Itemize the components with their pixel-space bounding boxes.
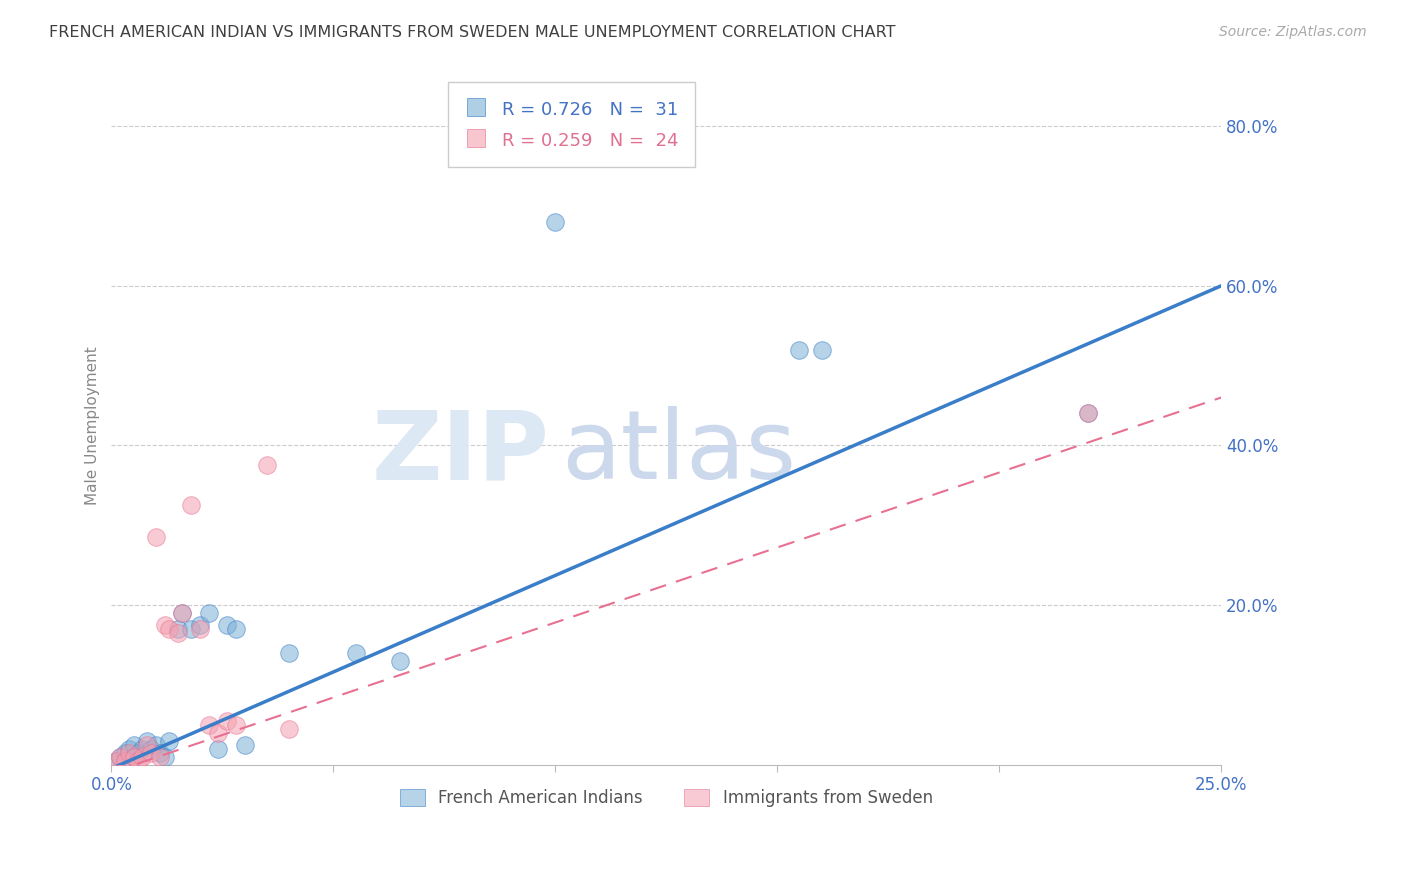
Point — [104, 754, 127, 768]
Point — [278, 646, 301, 660]
Point — [114, 746, 136, 760]
Point — [207, 725, 229, 739]
Point — [118, 746, 141, 760]
Point — [131, 749, 153, 764]
Point — [167, 622, 190, 636]
Point — [145, 738, 167, 752]
Point — [544, 215, 567, 229]
Point — [256, 458, 278, 473]
Point — [1077, 407, 1099, 421]
Legend: French American Indians, Immigrants from Sweden: French American Indians, Immigrants from… — [394, 782, 939, 814]
Point — [114, 754, 136, 768]
Point — [153, 749, 176, 764]
Point — [118, 741, 141, 756]
Point — [110, 749, 132, 764]
Point — [1077, 407, 1099, 421]
Point — [153, 618, 176, 632]
Point — [789, 343, 811, 357]
Point — [198, 606, 221, 620]
Point — [188, 618, 211, 632]
Point — [127, 746, 149, 760]
Point — [198, 717, 221, 731]
Point — [104, 754, 127, 768]
Point — [122, 738, 145, 752]
Point — [122, 749, 145, 764]
Point — [188, 622, 211, 636]
Point — [215, 714, 238, 728]
Point — [110, 749, 132, 764]
Point — [135, 733, 157, 747]
Point — [810, 343, 832, 357]
Text: FRENCH AMERICAN INDIAN VS IMMIGRANTS FROM SWEDEN MALE UNEMPLOYMENT CORRELATION C: FRENCH AMERICAN INDIAN VS IMMIGRANTS FRO… — [49, 25, 896, 40]
Point — [157, 622, 180, 636]
Point — [344, 646, 367, 660]
Point — [157, 733, 180, 747]
Point — [122, 749, 145, 764]
Point — [141, 746, 163, 760]
Point — [135, 738, 157, 752]
Text: atlas: atlas — [561, 406, 796, 499]
Point — [180, 622, 202, 636]
Point — [225, 717, 247, 731]
Point — [172, 606, 194, 620]
Point — [141, 741, 163, 756]
Y-axis label: Male Unemployment: Male Unemployment — [86, 346, 100, 505]
Point — [215, 618, 238, 632]
Point — [180, 498, 202, 512]
Point — [127, 754, 149, 768]
Point — [225, 622, 247, 636]
Point — [145, 530, 167, 544]
Point — [278, 722, 301, 736]
Point — [149, 749, 172, 764]
Point — [388, 654, 411, 668]
Point — [172, 606, 194, 620]
Point — [167, 625, 190, 640]
Point — [114, 754, 136, 768]
Point — [131, 741, 153, 756]
Point — [207, 741, 229, 756]
Point — [233, 738, 256, 752]
Text: Source: ZipAtlas.com: Source: ZipAtlas.com — [1219, 25, 1367, 39]
Point — [149, 746, 172, 760]
Text: ZIP: ZIP — [371, 406, 550, 499]
